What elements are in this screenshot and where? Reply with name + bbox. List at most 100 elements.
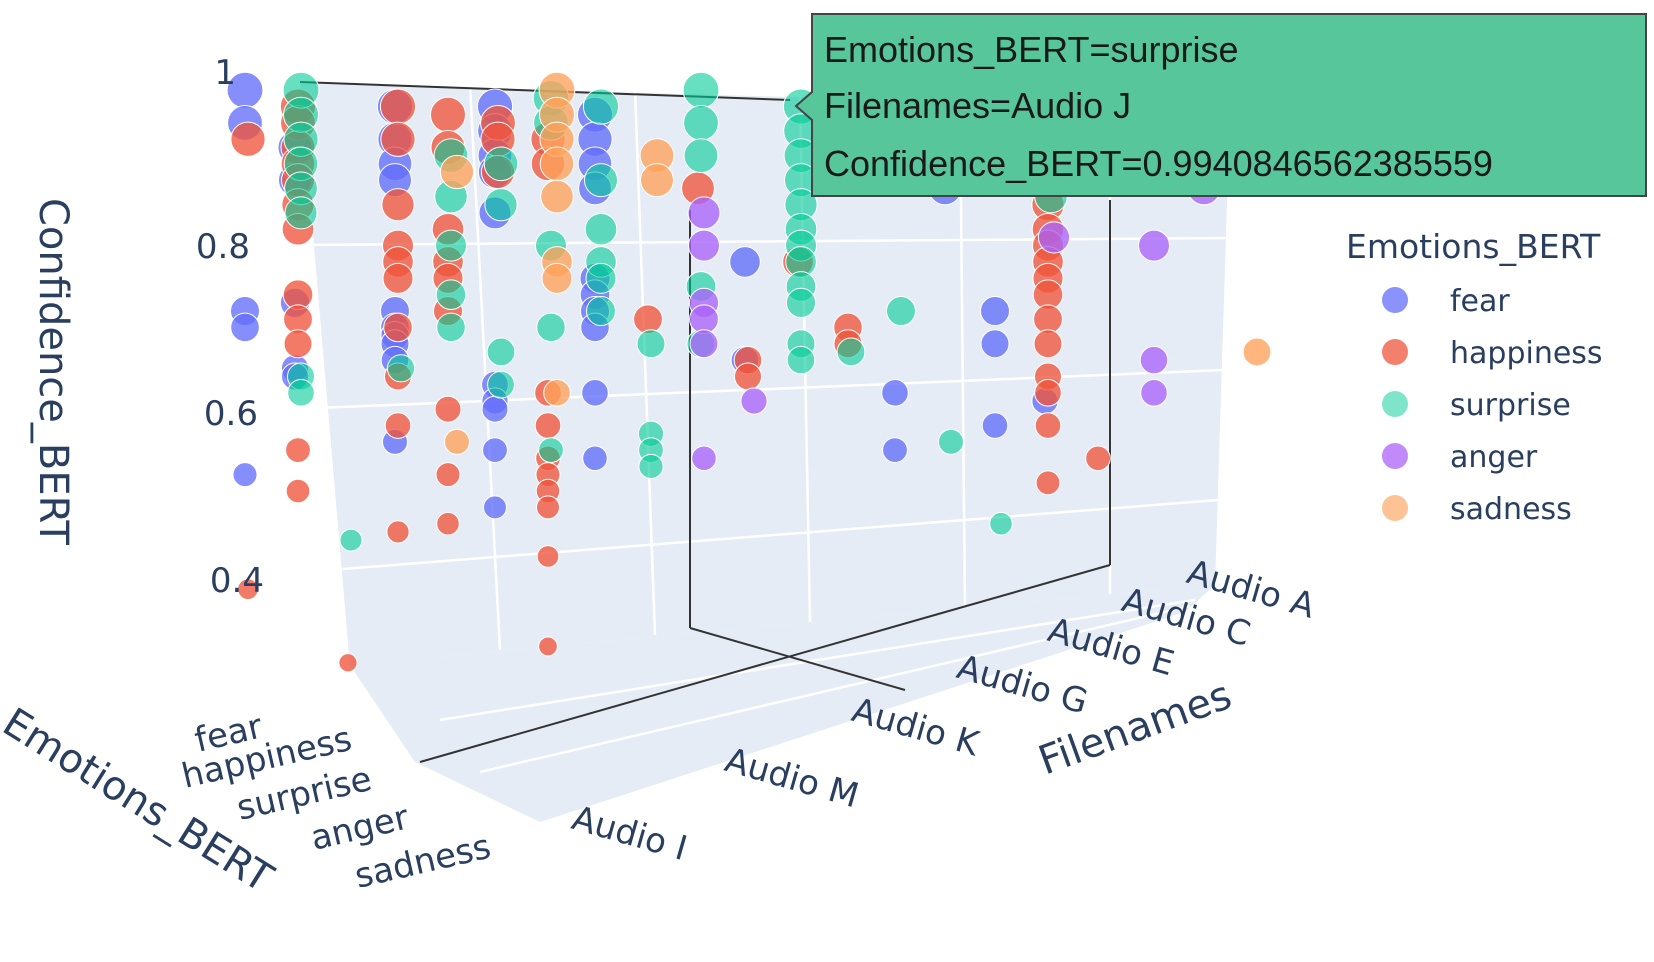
point-happiness[interactable] xyxy=(384,412,412,439)
point-sadness[interactable] xyxy=(640,163,674,198)
point-fear[interactable] xyxy=(232,462,258,488)
point-surprise[interactable] xyxy=(386,354,416,383)
point-anger[interactable] xyxy=(740,387,768,415)
point-anger[interactable] xyxy=(688,229,720,262)
point-surprise[interactable] xyxy=(284,196,318,230)
point-sadness[interactable] xyxy=(540,179,574,214)
point-anger[interactable] xyxy=(1140,379,1168,407)
point-surprise[interactable] xyxy=(638,453,664,480)
point-happiness[interactable] xyxy=(283,329,313,359)
point-sadness[interactable] xyxy=(543,379,571,407)
point-sadness[interactable] xyxy=(439,154,475,190)
point-surprise[interactable] xyxy=(989,511,1013,536)
point-anger[interactable] xyxy=(687,196,721,230)
point-surprise[interactable] xyxy=(682,71,720,109)
point-surprise[interactable] xyxy=(786,345,816,375)
point-fear[interactable] xyxy=(481,395,509,423)
legend-item-anger[interactable]: anger xyxy=(1382,440,1538,475)
point-surprise[interactable] xyxy=(584,163,618,198)
point-surprise[interactable] xyxy=(435,279,467,310)
point-happiness[interactable] xyxy=(436,511,460,536)
point-surprise[interactable] xyxy=(585,262,617,294)
point-fear[interactable] xyxy=(483,495,507,520)
point-happiness[interactable] xyxy=(237,578,259,600)
point-fear[interactable] xyxy=(980,296,1010,327)
point-surprise[interactable] xyxy=(435,229,467,262)
point-fear[interactable] xyxy=(230,312,260,343)
point-fear[interactable] xyxy=(981,412,1009,439)
point-sadness[interactable] xyxy=(539,146,575,182)
point-happiness[interactable] xyxy=(386,520,410,544)
point-surprise[interactable] xyxy=(582,88,620,125)
point-happiness[interactable] xyxy=(1033,329,1063,359)
point-anger[interactable] xyxy=(1037,221,1071,254)
point-happiness[interactable] xyxy=(538,636,558,657)
point-sadness[interactable] xyxy=(1242,337,1272,367)
point-fear[interactable] xyxy=(581,379,609,407)
legend-label: sadness xyxy=(1450,492,1572,527)
point-happiness[interactable] xyxy=(383,312,413,343)
legend-item-fear[interactable]: fear xyxy=(1382,284,1510,319)
point-happiness[interactable] xyxy=(338,653,358,673)
point-surprise[interactable] xyxy=(683,105,719,141)
point-happiness[interactable] xyxy=(285,478,311,504)
point-surprise[interactable] xyxy=(486,337,516,367)
legend-item-happiness[interactable]: happiness xyxy=(1382,336,1603,371)
point-anger[interactable] xyxy=(689,329,719,359)
point-sadness[interactable] xyxy=(541,262,573,294)
point-happiness[interactable] xyxy=(536,545,560,568)
point-anger[interactable] xyxy=(691,445,717,472)
point-happiness[interactable] xyxy=(1085,445,1111,472)
point-surprise[interactable] xyxy=(287,379,315,407)
point-happiness[interactable] xyxy=(734,362,762,391)
gridline-z-04 xyxy=(329,498,1219,572)
point-fear[interactable] xyxy=(980,329,1010,359)
point-surprise[interactable] xyxy=(785,287,817,318)
point-fear[interactable] xyxy=(482,437,508,464)
point-happiness[interactable] xyxy=(230,121,266,157)
point-surprise[interactable] xyxy=(683,138,719,174)
point-surprise[interactable] xyxy=(483,146,519,182)
point-happiness[interactable] xyxy=(379,88,417,125)
point-fear[interactable] xyxy=(729,246,761,278)
point-happiness[interactable] xyxy=(380,121,416,157)
point-happiness[interactable] xyxy=(534,412,562,439)
point-surprise[interactable] xyxy=(636,329,666,359)
point-surprise[interactable] xyxy=(586,296,616,327)
point-happiness[interactable] xyxy=(1034,412,1062,439)
gridline-v-1 xyxy=(468,85,502,651)
point-fear[interactable] xyxy=(882,437,908,464)
z-axis-ticks: 1 0.8 0.6 0.4 xyxy=(196,53,264,601)
point-surprise[interactable] xyxy=(484,188,518,222)
point-happiness[interactable] xyxy=(633,304,663,335)
point-fear[interactable] xyxy=(582,445,608,472)
point-happiness[interactable] xyxy=(1035,470,1061,496)
point-anger[interactable] xyxy=(1138,229,1170,262)
point-happiness[interactable] xyxy=(382,262,414,294)
point-happiness[interactable] xyxy=(1034,379,1062,407)
point-surprise[interactable] xyxy=(487,370,515,399)
point-surprise[interactable] xyxy=(938,428,964,455)
point-fear[interactable] xyxy=(881,379,909,407)
legend-item-sadness[interactable]: sadness xyxy=(1382,492,1572,527)
point-happiness[interactable] xyxy=(434,395,462,423)
point-happiness[interactable] xyxy=(435,462,461,488)
point-happiness[interactable] xyxy=(430,96,466,133)
data-points[interactable] xyxy=(226,71,1272,673)
point-sadness[interactable] xyxy=(444,428,470,455)
point-surprise[interactable] xyxy=(836,337,866,367)
point-happiness[interactable] xyxy=(285,437,311,464)
point-surprise[interactable] xyxy=(584,212,618,246)
point-surprise[interactable] xyxy=(886,296,916,327)
legend-item-surprise[interactable]: surprise xyxy=(1382,388,1571,423)
point-surprise[interactable] xyxy=(339,528,363,552)
point-happiness[interactable] xyxy=(381,188,415,222)
point-surprise[interactable] xyxy=(538,437,564,464)
floor xyxy=(350,585,1215,822)
point-happiness[interactable] xyxy=(536,495,560,520)
point-anger[interactable] xyxy=(1139,345,1169,375)
point-surprise[interactable] xyxy=(436,312,466,343)
point-surprise[interactable] xyxy=(536,312,566,343)
